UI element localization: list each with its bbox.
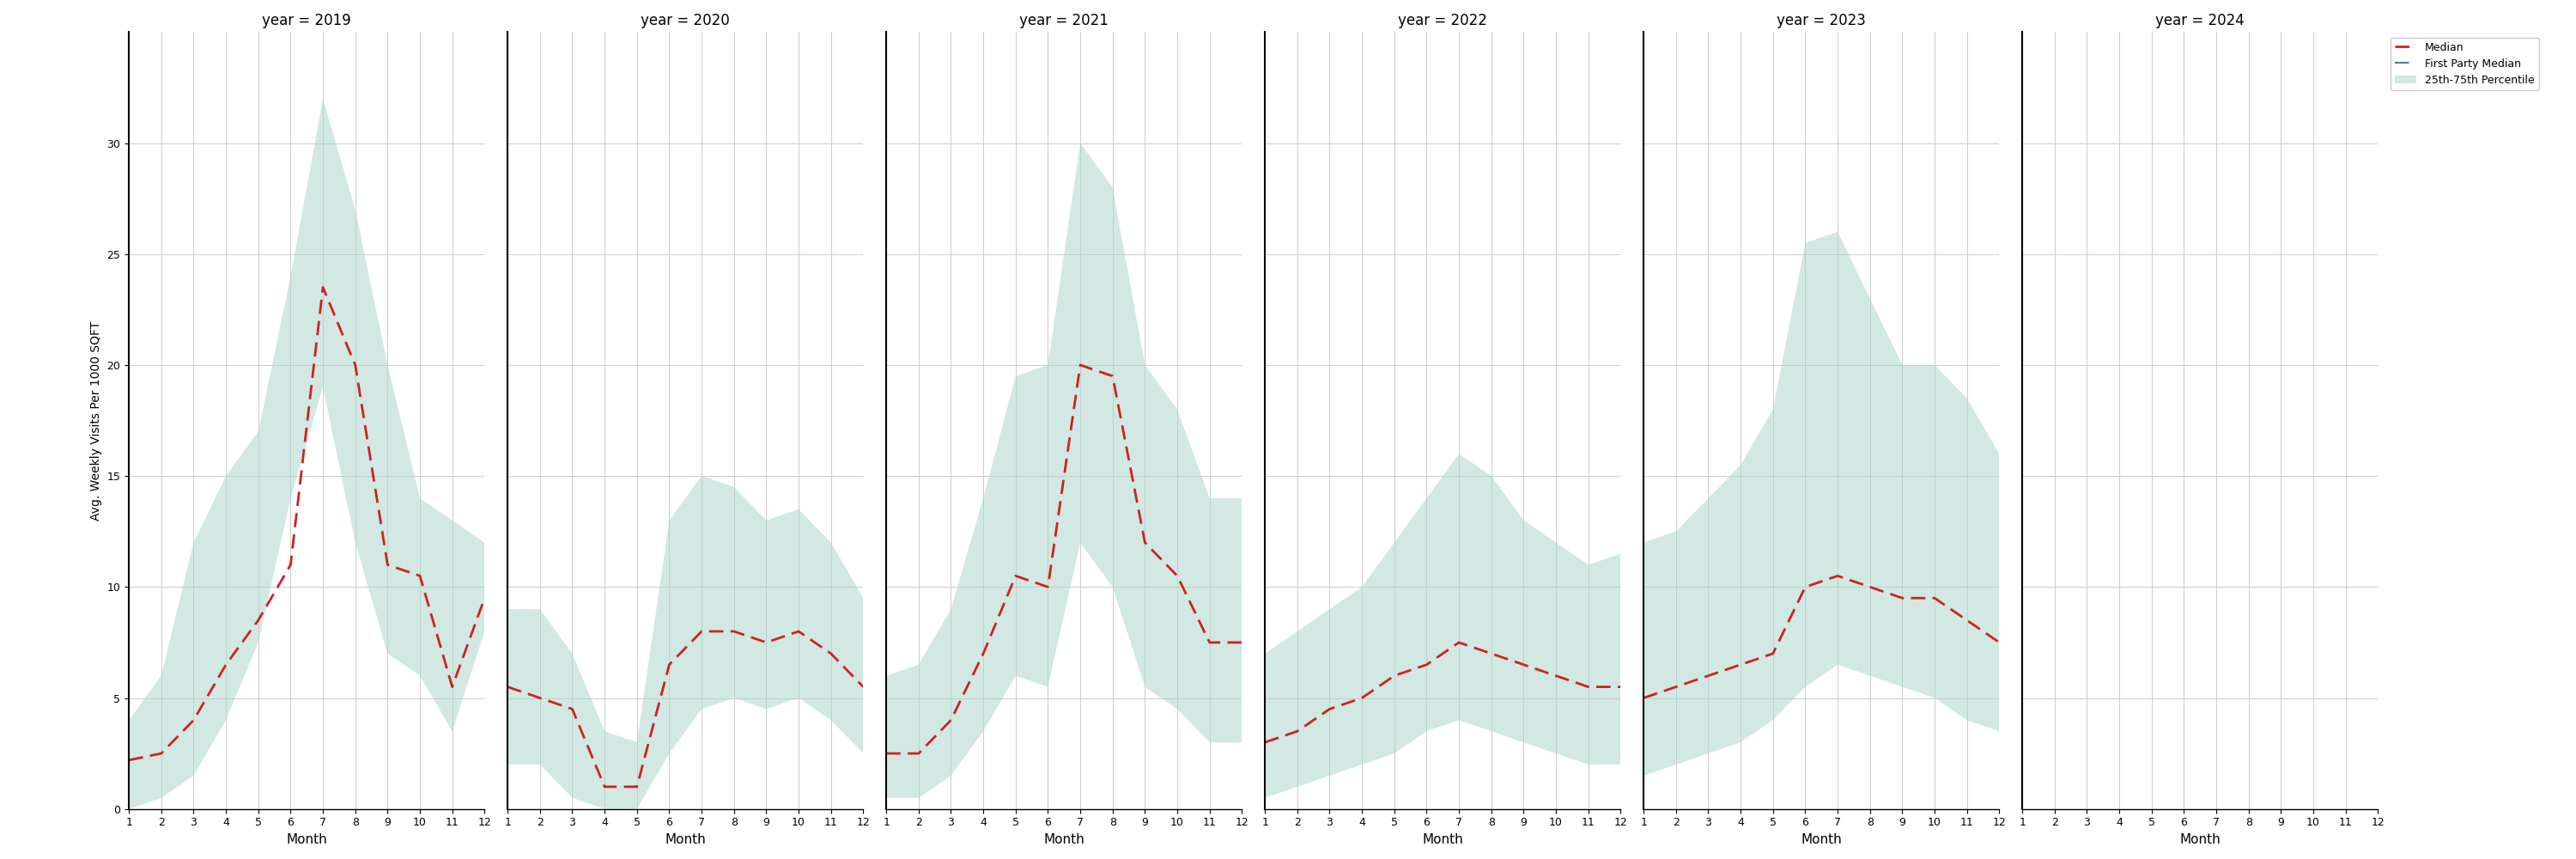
Median [1476,649,1507,659]
Median [211,660,242,670]
Median [492,682,523,692]
Y-axis label: Avg. Weekly Visits Per 1000 SQFT: Avg. Weekly Visits Per 1000 SQFT [90,320,103,521]
Median [1919,593,1950,603]
Median [969,649,999,659]
Median [1412,660,1443,670]
Median [1226,637,1257,648]
Median [1097,371,1128,381]
Title: year = 2023: year = 2023 [1777,13,1865,28]
Median [1195,637,1226,648]
Line: Median: Median [129,287,484,760]
X-axis label: Month: Month [1043,833,1084,846]
Median [1249,737,1280,747]
Median [556,704,587,714]
X-axis label: Month: Month [1801,833,1842,846]
Median [1574,682,1605,692]
Median [1821,570,1852,581]
Median [654,660,685,670]
Median [1128,538,1159,548]
Median [1540,671,1571,681]
Title: year = 2020: year = 2020 [641,13,729,28]
Median [1314,704,1345,714]
Median [1628,693,1659,704]
X-axis label: Month: Month [2179,833,2221,846]
Median [999,570,1030,581]
Median [621,782,652,792]
Median [526,693,556,704]
Median [1064,360,1095,370]
Median [783,626,814,637]
Median [1757,649,1788,659]
Median [904,748,935,758]
Median [1347,693,1378,704]
Median [276,559,307,570]
Title: year = 2022: year = 2022 [1399,13,1486,28]
Median [817,649,848,659]
Median [1162,570,1193,581]
Median [1790,582,1821,592]
Median [750,637,781,648]
Title: year = 2024: year = 2024 [2156,13,2244,28]
Median [1726,660,1757,670]
Median [1033,582,1064,592]
Median [1378,671,1409,681]
Median [371,559,402,570]
Median [307,282,337,292]
Median [1283,726,1314,736]
Median [340,360,371,370]
Median [848,682,878,692]
Median [178,715,209,725]
Median [871,748,902,758]
Median [404,570,435,581]
Median [1855,582,1886,592]
X-axis label: Month: Month [1422,833,1463,846]
Line: Median: Median [1643,576,1999,698]
Title: year = 2021: year = 2021 [1020,13,1108,28]
Median [242,615,273,625]
Median [1443,637,1473,648]
Median [1605,682,1636,692]
Median [1886,593,1917,603]
Line: Median: Median [886,365,1242,753]
Median [1953,615,1984,625]
Median [469,593,500,603]
Median [147,748,178,758]
Median [935,715,966,725]
Median [1662,682,1692,692]
Line: Median: Median [507,631,863,787]
X-axis label: Month: Month [286,833,327,846]
Median [1692,671,1723,681]
Median [685,626,716,637]
Line: Median: Median [1265,643,1620,742]
Legend: Median, First Party Median, 25th-75th Percentile: Median, First Party Median, 25th-75th Pe… [2391,38,2540,90]
Median [1507,660,1538,670]
Median [1984,637,2014,648]
Median [719,626,750,637]
Median [590,782,621,792]
X-axis label: Month: Month [665,833,706,846]
Median [113,755,144,765]
Title: year = 2019: year = 2019 [263,13,350,28]
Median [438,682,469,692]
